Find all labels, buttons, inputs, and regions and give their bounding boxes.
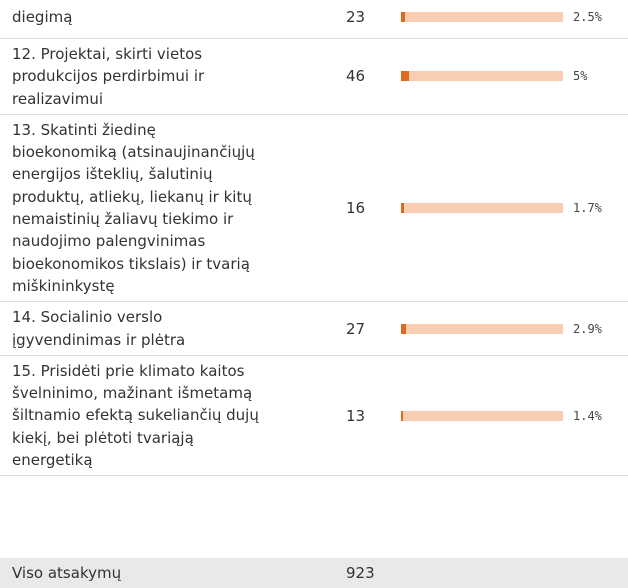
label-line: įgyvendinimas ir plėtra — [12, 330, 186, 349]
label-line: produkcijos perdirbimui ir — [12, 67, 205, 86]
label-line: naudojimo palengvinimas — [12, 232, 206, 251]
bar-track — [401, 203, 563, 214]
bar-track — [401, 410, 563, 421]
label-line: kiekį, bei plėtoti tvariąją — [12, 428, 194, 447]
result-row: 13. Skatinti žiedinę bioekonomiką (atsina… — [0, 115, 628, 303]
result-row: 12. Projektai, skirti vietos produkcijos … — [0, 39, 628, 115]
percent-label: 1.4% — [573, 408, 602, 423]
count: 46 — [346, 67, 366, 86]
label-line: 12. Projektai, skirti vietos — [12, 45, 203, 63]
option-label: 13. Skatinti žiedinę bioekonomiką (atsina… — [0, 119, 346, 297]
label-line: bioekonomikos tikslais) ir tvarią — [12, 254, 250, 273]
result-row: 15. Prisidėti prie klimato kaitos švelnin… — [0, 356, 628, 477]
label-line: šiltnamio efektą sukeliančių dujų — [12, 406, 259, 425]
option-label: 15. Prisidėti prie klimato kaitos švelnin… — [0, 360, 346, 471]
count: 16 — [346, 199, 366, 218]
percent-label: 2.5% — [573, 10, 602, 24]
count: 13 — [346, 406, 366, 425]
count: 27 — [346, 319, 366, 338]
percent-label: 1.7% — [573, 201, 602, 216]
label-line: energetiką — [12, 451, 93, 470]
bar — [401, 323, 406, 334]
option-label: 14. Socialinio verslo įgyvendinimas ir pl… — [0, 306, 346, 351]
rows: diegimą 23 2.5% 12. Projektai, skirti vieto… — [0, 0, 628, 477]
label-line: bioekonomiką (atsinaujinančiųjų — [12, 143, 255, 162]
bar-track — [401, 12, 563, 22]
count: 23 — [346, 8, 366, 26]
percent-label: 5% — [573, 69, 588, 84]
bar — [401, 410, 404, 421]
label-line: nemaistinių žaliavų tiekimo ir — [12, 210, 234, 229]
label-line: energijos išteklių, šalutinių — [12, 165, 213, 184]
label-line: 13. Skatinti žiedinę — [12, 120, 156, 139]
label-line: švelninimo, mažinant išmetamą — [12, 384, 253, 403]
bar-track — [401, 323, 563, 334]
bar — [401, 12, 406, 22]
label-line: 15. Prisidėti prie klimato kaitos — [12, 361, 245, 380]
label-line: produktų, atliekų, liekanų ir kitų — [12, 187, 252, 206]
bar — [401, 203, 404, 214]
label-line: diegimą — [12, 7, 73, 26]
total-row: Viso atsakymų 923 — [0, 558, 628, 588]
percent-label: 2.9% — [573, 321, 602, 336]
option-label: 12. Projektai, skirti vietos produkcijos … — [0, 43, 346, 110]
option-label: diegimą — [0, 6, 346, 28]
result-row: 14. Socialinio verslo įgyvendinimas ir pl… — [0, 302, 628, 356]
bar — [401, 71, 410, 82]
result-row: diegimą 23 2.5% — [0, 0, 628, 39]
total-count: 923 — [346, 564, 375, 582]
bar-track — [401, 71, 563, 82]
total-label: Viso atsakymų — [12, 564, 122, 582]
label-line: realizavimui — [12, 89, 103, 108]
label-line: 14. Socialinio verslo — [12, 308, 163, 327]
label-line: miškininkystę — [12, 276, 115, 295]
